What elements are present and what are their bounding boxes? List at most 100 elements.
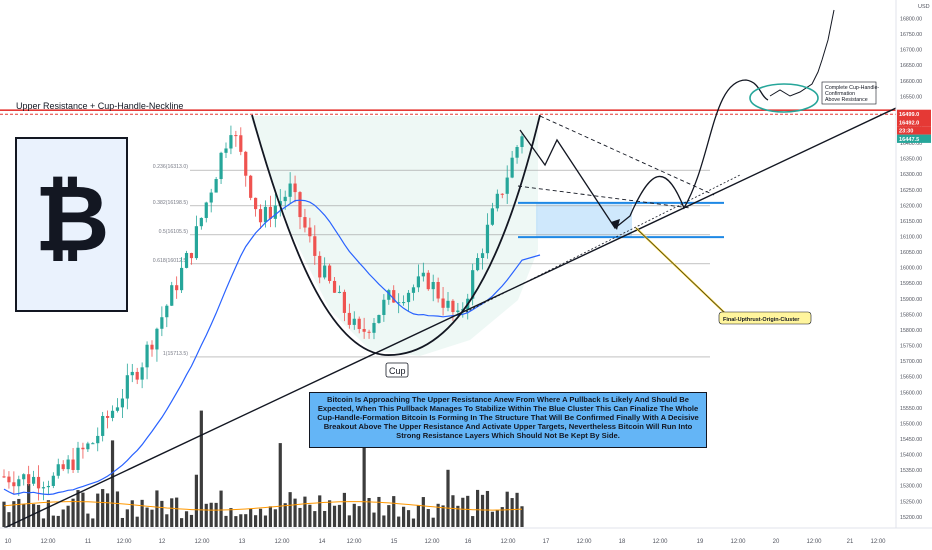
- volume-bar: [194, 474, 198, 527]
- volume-bar: [199, 410, 203, 527]
- handle-channel-upper: [539, 115, 715, 196]
- cup-curve: [251, 114, 541, 356]
- fib-level-label: 0.382(16198.5): [153, 200, 188, 206]
- volume-bar: [140, 499, 144, 527]
- candle: [27, 474, 31, 484]
- candle: [130, 371, 134, 376]
- volume-bar: [56, 515, 60, 527]
- volume-bar: [170, 498, 174, 527]
- price-badge: [897, 134, 931, 143]
- candle: [500, 193, 504, 195]
- candle: [7, 476, 11, 483]
- time-tick-label: 12:00: [40, 539, 56, 545]
- idea-text-box: Bitcoin Is Approaching The Upper Resista…: [309, 392, 707, 448]
- price-tick-label: 15500.00: [900, 421, 922, 427]
- cup-label-box: [385, 362, 409, 378]
- candle: [155, 328, 159, 350]
- volume-bar: [234, 516, 238, 527]
- price-badge-label: 16492.0: [899, 120, 919, 126]
- volume-bar: [490, 511, 494, 527]
- volume-bar: [110, 440, 115, 527]
- candle: [91, 443, 95, 445]
- time-tick-label: 15: [391, 539, 398, 545]
- callout-pointer-outline: [635, 227, 729, 317]
- candle: [342, 291, 346, 313]
- volume-bar: [318, 495, 322, 527]
- volume-bar: [115, 491, 120, 527]
- candle: [224, 148, 228, 153]
- candle: [298, 192, 302, 218]
- candle: [318, 255, 322, 278]
- price-tick-label: 15900.00: [900, 297, 922, 303]
- volume-bar: [101, 489, 105, 527]
- price-tick-label: 16550.00: [900, 94, 922, 100]
- candle: [456, 310, 460, 313]
- candle: [332, 280, 337, 293]
- candle: [150, 344, 154, 350]
- candle: [431, 281, 435, 290]
- upper-resistance-label: Upper Resistance + Cup-Handle-Neckline: [16, 101, 183, 111]
- currency-label: USD: [918, 4, 930, 10]
- time-tick-label: 12:00: [274, 539, 290, 545]
- bitcoin-logo-box: [15, 137, 128, 312]
- candle: [313, 236, 317, 256]
- time-tick-label: 18: [619, 539, 626, 545]
- volume-bar: [120, 517, 124, 527]
- candle: [426, 272, 430, 290]
- price-tick-label: 16150.00: [900, 219, 922, 225]
- volume-bar: [160, 500, 164, 527]
- candle: [382, 299, 386, 315]
- candle: [22, 474, 26, 480]
- volume-bar: [224, 515, 228, 527]
- price-tick-label: 16800.00: [900, 16, 922, 22]
- candle: [520, 136, 524, 147]
- candle: [180, 267, 184, 291]
- volume-bar: [219, 490, 223, 527]
- price-tick-label: 16050.00: [900, 250, 922, 256]
- candle: [480, 253, 485, 259]
- volume-bar: [382, 515, 386, 527]
- candle: [115, 407, 120, 411]
- volume-bar: [130, 500, 134, 527]
- volume-bar: [293, 498, 297, 527]
- time-axis: [0, 528, 932, 550]
- confirmation-ellipse: [749, 83, 819, 113]
- volume-bar: [155, 490, 159, 527]
- price-tick-label: 15300.00: [900, 484, 922, 490]
- candle: [495, 193, 499, 209]
- candle: [273, 205, 277, 219]
- candle: [110, 410, 115, 418]
- candle: [323, 265, 327, 278]
- price-tick-label: 15250.00: [900, 499, 922, 505]
- volume-bar: [456, 505, 460, 527]
- candle: [263, 206, 268, 223]
- candle: [293, 183, 297, 193]
- candle: [328, 265, 332, 281]
- volume-bar: [500, 507, 504, 527]
- candle: [66, 459, 70, 470]
- candle: [446, 300, 450, 308]
- fib-level-label: 0.618(16012.5): [153, 258, 188, 264]
- volume-bar: [258, 508, 263, 527]
- volume-bar: [278, 443, 282, 527]
- price-badge-label: 23:30: [899, 129, 913, 135]
- candle: [337, 291, 342, 293]
- candle: [234, 135, 238, 137]
- candle: [17, 479, 21, 487]
- price-tick-label: 15450.00: [900, 437, 922, 443]
- price-tick-label: 15550.00: [900, 406, 922, 412]
- time-tick-label: 11: [85, 539, 92, 545]
- candle: [12, 482, 16, 487]
- volume-bar: [476, 489, 480, 527]
- ascending-trendline: [0, 107, 897, 531]
- target-box: [821, 81, 877, 105]
- time-tick-label: 12:00: [576, 539, 592, 545]
- volume-bar: [298, 507, 302, 527]
- cup-area: [250, 116, 538, 356]
- candle: [76, 447, 80, 470]
- price-tick-label: 16200.00: [900, 203, 922, 209]
- volume-bar: [362, 447, 366, 527]
- volume-bar: [46, 500, 50, 527]
- candle: [239, 135, 243, 152]
